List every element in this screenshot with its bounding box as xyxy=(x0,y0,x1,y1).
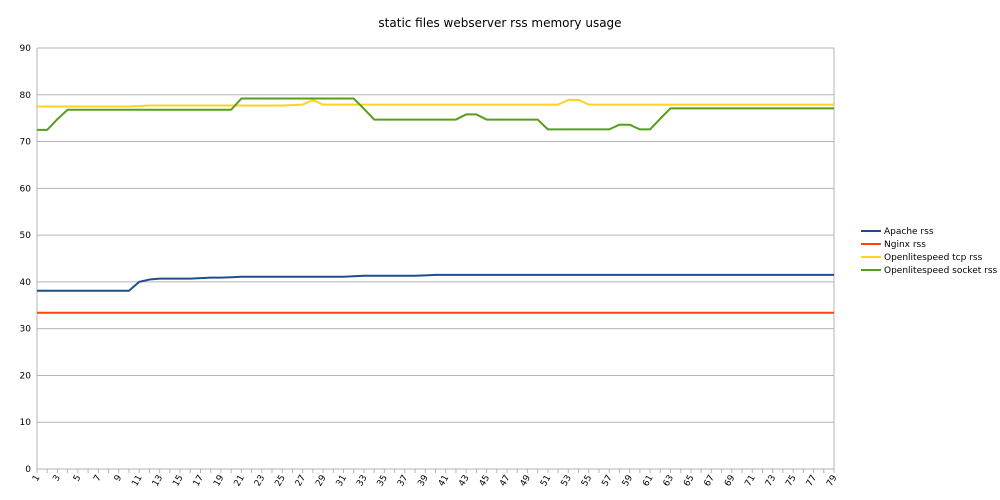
x-tick-label: 31 xyxy=(335,474,349,489)
x-tick-label: 25 xyxy=(273,474,287,489)
x-tick-label: 45 xyxy=(478,474,492,489)
y-tick-label: 0 xyxy=(25,465,31,475)
series-lines xyxy=(37,97,834,314)
y-tick-label: 40 xyxy=(20,278,32,288)
y-tick-label: 80 xyxy=(20,91,32,101)
x-tick-label: 59 xyxy=(621,473,636,488)
x-tick-label: 13 xyxy=(151,474,165,489)
x-tick-label: 5 xyxy=(72,474,84,484)
x-tick-label: 67 xyxy=(703,474,717,489)
x-tick-label: 43 xyxy=(457,474,471,489)
x-tick-label: 51 xyxy=(539,474,553,489)
x-tick-label: 71 xyxy=(743,474,757,489)
y-tick-label: 20 xyxy=(20,371,32,381)
x-axis-ticks: 1 3 5 7 9 11 13 15 17 19 21 23 25 27 29 31 33 35 37 39 41 43 4… xyxy=(31,469,840,488)
x-tick-label: 9 xyxy=(113,473,125,483)
series-line-4 xyxy=(37,97,834,131)
x-tick-label: 75 xyxy=(784,474,798,489)
x-tick-label: 55 xyxy=(580,474,594,489)
y-tick-label: 60 xyxy=(20,184,32,194)
x-tick-label: 35 xyxy=(376,474,390,489)
x-tick-label: 77 xyxy=(805,474,819,489)
x-tick-label: 49 xyxy=(519,473,534,488)
x-tick-label: 27 xyxy=(294,474,308,489)
legend-label: Nginx rss xyxy=(884,240,926,250)
chart-title: static files webserver rss memory usage xyxy=(378,16,621,30)
y-tick-label: 30 xyxy=(20,325,32,335)
y-axis-ticks: 0 10 20 30 40 50 60 70 80 90 xyxy=(20,44,32,475)
y-tick-label: 70 xyxy=(20,138,32,148)
axes xyxy=(36,48,835,470)
legend-label: Openlitespeed socket rss xyxy=(884,266,998,276)
x-tick-label: 15 xyxy=(171,474,185,489)
y-tick-label: 50 xyxy=(20,231,32,241)
x-tick-label: 47 xyxy=(498,474,512,489)
x-tick-label: 53 xyxy=(560,474,574,489)
x-tick-label: 23 xyxy=(253,474,267,489)
x-tick-label: 73 xyxy=(764,474,778,489)
x-tick-label: 37 xyxy=(396,474,410,489)
gridlines xyxy=(37,47,834,470)
x-tick-label: 41 xyxy=(437,474,451,489)
legend: Apache rss Nginx rss Openlitespeed tcp rss… xyxy=(861,227,998,276)
y-tick-label: 90 xyxy=(20,44,32,54)
legend-label: Openlitespeed tcp rss xyxy=(884,253,983,263)
x-tick-label: 3 xyxy=(52,474,64,484)
y-tick-label: 10 xyxy=(20,418,32,428)
x-tick-label: 19 xyxy=(212,473,227,488)
x-tick-label: 1 xyxy=(31,474,43,484)
x-tick-label: 65 xyxy=(682,474,696,489)
x-tick-label: 63 xyxy=(662,474,676,489)
x-tick-label: 11 xyxy=(130,474,144,489)
series-line-3 xyxy=(37,98,834,108)
x-tick-label: 57 xyxy=(600,474,614,489)
series-line-1 xyxy=(37,273,834,292)
x-tick-label: 7 xyxy=(92,474,104,484)
x-tick-label: 21 xyxy=(233,474,247,489)
x-tick-label: 33 xyxy=(355,474,369,489)
x-tick-label: 61 xyxy=(641,474,655,489)
legend-label: Apache rss xyxy=(884,227,934,237)
x-tick-label: 39 xyxy=(416,473,431,488)
x-tick-label: 79 xyxy=(825,473,840,488)
x-tick-label: 69 xyxy=(723,473,738,488)
x-tick-label: 29 xyxy=(314,473,329,488)
x-tick-label: 17 xyxy=(192,474,206,489)
